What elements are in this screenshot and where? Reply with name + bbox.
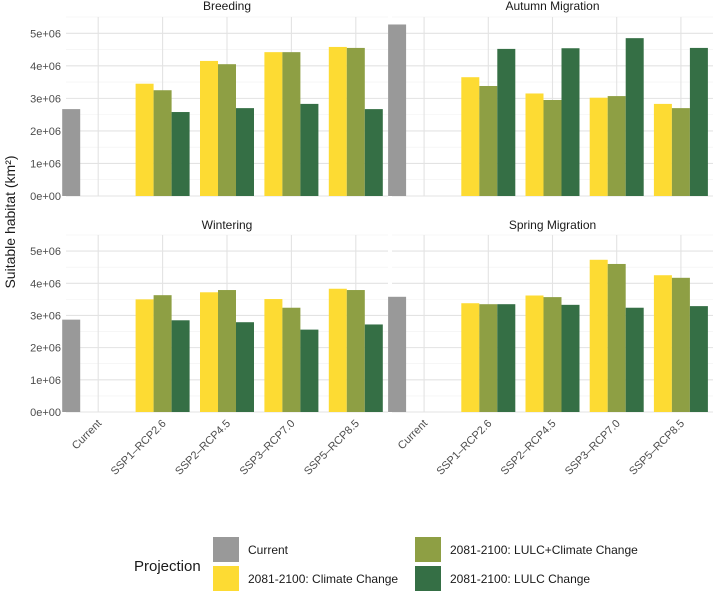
bar-current bbox=[388, 24, 407, 196]
y-axis-title: Suitable habitat (km²) bbox=[2, 155, 18, 288]
legend-label: 2081-2100: Climate Change bbox=[248, 572, 398, 586]
y-tick-label: 5e+06 bbox=[30, 246, 61, 258]
x-tick-label: SSP2–RCP4.5 bbox=[173, 418, 233, 478]
bar-current bbox=[62, 319, 81, 412]
legend: Projection Current 2081-2100: LULC+Climat… bbox=[134, 537, 638, 591]
bar-climate-change bbox=[264, 299, 283, 412]
legend-title: Projection bbox=[134, 558, 201, 575]
x-tick-label: Current bbox=[396, 418, 430, 452]
bar-lulc-climate-change bbox=[346, 47, 365, 196]
y-tick-label: 1e+06 bbox=[30, 375, 61, 387]
bar-lulc-change bbox=[497, 48, 516, 196]
y-tick-label: 0e+00 bbox=[30, 407, 61, 419]
panel-autumn-migration: Autumn Migration bbox=[388, 0, 713, 197]
bar-climate-change bbox=[525, 93, 544, 196]
bar-lulc-climate-change bbox=[607, 96, 626, 196]
bar-lulc-climate-change bbox=[153, 90, 172, 196]
bar-climate-change bbox=[135, 299, 154, 412]
bar-lulc-change bbox=[236, 108, 254, 196]
bar-climate-change bbox=[589, 259, 608, 412]
y-tick-label: 4e+06 bbox=[30, 278, 61, 290]
bar-lulc-change bbox=[364, 109, 383, 196]
bar-current bbox=[388, 296, 407, 412]
facet-title: Breeding bbox=[203, 0, 251, 13]
bar-climate-change bbox=[328, 46, 347, 196]
bar-climate-change bbox=[200, 60, 218, 196]
bar-lulc-change bbox=[364, 324, 383, 412]
x-tick-label: SSP3–RCP7.0 bbox=[563, 418, 623, 478]
bar-climate-change bbox=[653, 275, 672, 412]
bar-lulc-climate-change bbox=[218, 64, 236, 196]
bar-lulc-climate-change bbox=[543, 99, 562, 196]
facet-title: Autumn Migration bbox=[505, 0, 599, 13]
bar-lulc-change bbox=[171, 320, 190, 412]
x-tick-label: SSP1–RCP2.6 bbox=[434, 418, 494, 478]
y-tick-label: 0e+00 bbox=[30, 191, 61, 203]
x-tick-label: SSP2–RCP4.5 bbox=[499, 418, 559, 478]
y-tick-label: 4e+06 bbox=[30, 61, 61, 73]
y-tick-label: 3e+06 bbox=[30, 93, 61, 105]
bar-climate-change bbox=[589, 97, 608, 196]
bar-climate-change bbox=[200, 292, 218, 412]
x-tick-label: SSP1–RCP2.6 bbox=[109, 418, 169, 478]
facet-title: Wintering bbox=[202, 218, 253, 232]
panel-breeding: Breeding 0e+00 1e+06 2e+06 3e+06 4e+06 5e+06 bbox=[30, 0, 388, 203]
bar-climate-change bbox=[525, 295, 544, 412]
legend-label: Current bbox=[248, 543, 289, 557]
legend-key bbox=[415, 566, 441, 591]
bar-lulc-change bbox=[300, 329, 319, 412]
bar-lulc-change bbox=[300, 103, 319, 196]
bar-lulc-climate-change bbox=[282, 52, 301, 196]
bar-current bbox=[62, 109, 81, 196]
panels-group: Breeding 0e+00 1e+06 2e+06 3e+06 4e+06 5e+06 Au… bbox=[30, 0, 713, 478]
panel-spring-migration: Spring Migration Current SSP1–RCP2.6 SSP2–R… bbox=[388, 218, 713, 478]
bar-lulc-change bbox=[561, 48, 580, 196]
bar-lulc-change bbox=[689, 306, 708, 412]
bar-lulc-change bbox=[561, 304, 580, 412]
bar-lulc-climate-change bbox=[671, 108, 690, 196]
bar-lulc-climate-change bbox=[607, 263, 626, 412]
bar-climate-change bbox=[461, 303, 480, 412]
facet-title: Spring Migration bbox=[509, 218, 596, 232]
legend-key bbox=[213, 566, 239, 591]
y-tick-label: 2e+06 bbox=[30, 126, 61, 138]
bar-lulc-change bbox=[625, 38, 644, 197]
panel-wintering: Wintering 0e+00 1e+06 2e+06 3e+06 4e+06 5e+06 C… bbox=[30, 218, 388, 478]
bar-lulc-change bbox=[625, 307, 644, 412]
bar-climate-change bbox=[653, 103, 672, 196]
bar-climate-change bbox=[135, 83, 154, 196]
x-tick-label: Current bbox=[70, 418, 104, 452]
legend-label: 2081-2100: LULC Change bbox=[450, 572, 590, 586]
legend-label: 2081-2100: LULC+Climate Change bbox=[450, 543, 638, 557]
bar-lulc-change bbox=[497, 304, 516, 412]
bar-lulc-climate-change bbox=[282, 307, 301, 412]
bar-lulc-climate-change bbox=[346, 290, 365, 412]
x-tick-label: SSP5–RCP8.5 bbox=[627, 418, 687, 478]
bar-lulc-climate-change bbox=[153, 295, 172, 412]
y-tick-label: 5e+06 bbox=[30, 28, 61, 40]
bar-lulc-change bbox=[236, 322, 254, 412]
legend-key bbox=[415, 537, 441, 562]
bar-climate-change bbox=[328, 288, 347, 412]
bar-lulc-change bbox=[171, 112, 190, 196]
y-tick-label: 1e+06 bbox=[30, 158, 61, 170]
bar-climate-change bbox=[264, 52, 283, 196]
y-tick-label: 3e+06 bbox=[30, 310, 61, 322]
bar-lulc-climate-change bbox=[671, 277, 690, 412]
bar-lulc-climate-change bbox=[543, 297, 562, 412]
bar-lulc-change bbox=[689, 47, 708, 196]
y-tick-label: 2e+06 bbox=[30, 343, 61, 355]
bar-lulc-climate-change bbox=[479, 85, 498, 196]
legend-key bbox=[213, 537, 239, 562]
x-tick-label: SSP5–RCP8.5 bbox=[302, 418, 362, 478]
bar-lulc-climate-change bbox=[218, 290, 236, 412]
x-tick-label: SSP3–RCP7.0 bbox=[238, 418, 298, 478]
bar-lulc-climate-change bbox=[479, 304, 498, 412]
bar-climate-change bbox=[461, 77, 480, 196]
